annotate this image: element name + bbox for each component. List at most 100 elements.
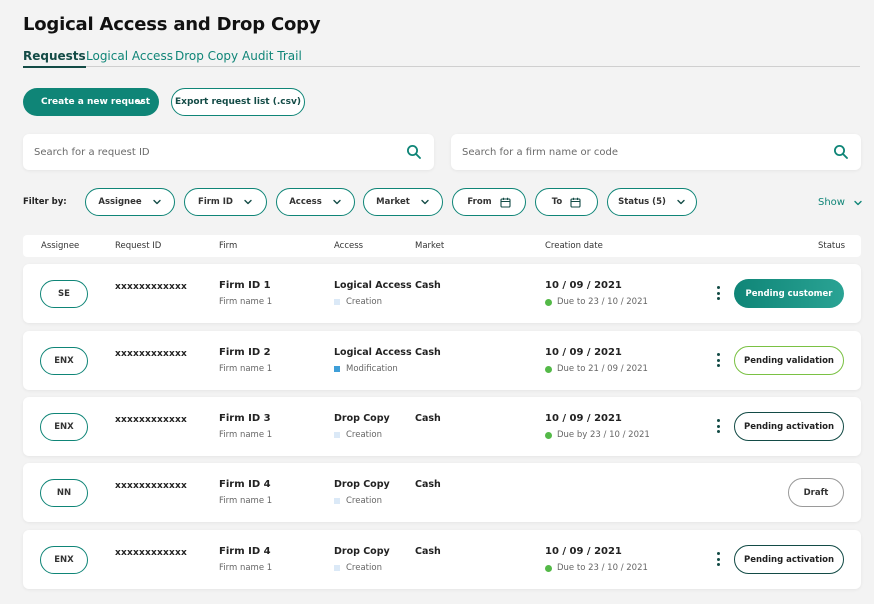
status-badge[interactable]: Pending validation — [734, 346, 844, 375]
due-date: Due to 23 / 10 / 2021 — [545, 297, 648, 307]
request-id: xxxxxxxxxxxx — [115, 548, 188, 558]
table-header: Assignee Request ID Firm Access Market C… — [23, 235, 861, 257]
due-status-dot — [545, 564, 552, 572]
chevron-down-icon — [244, 199, 252, 205]
search-icon[interactable] — [833, 144, 849, 160]
market: Cash — [415, 280, 441, 291]
assignee-badge[interactable]: ENX — [40, 413, 88, 441]
filter-firm-id[interactable]: Firm ID — [184, 188, 267, 216]
search-icon[interactable] — [406, 144, 422, 160]
status-badge[interactable]: Pending customer — [734, 279, 844, 308]
more-options-icon[interactable] — [716, 419, 720, 433]
column-header-market: Market — [415, 241, 445, 251]
tab-drop-copy[interactable]: Drop Copy — [175, 49, 239, 63]
more-options-icon[interactable] — [716, 552, 720, 566]
export-request-list-label: Export request list (.csv) — [175, 97, 301, 107]
due-status-dot — [545, 431, 552, 439]
table-row[interactable]: NN xxxxxxxxxxxx Firm ID 4 Firm name 1 Dr… — [23, 463, 861, 522]
filter-label: Market — [376, 197, 410, 207]
market: Cash — [415, 413, 441, 424]
tab-requests[interactable]: Requests — [23, 49, 86, 68]
market: Cash — [415, 479, 441, 490]
export-request-list-button[interactable]: Export request list (.csv) — [171, 88, 305, 116]
firm-id: Firm ID 2 — [219, 347, 271, 358]
assignee-badge[interactable]: ENX — [40, 347, 88, 375]
access-name: Drop Copy — [334, 479, 390, 490]
column-header-creation-date: Creation date — [545, 241, 603, 251]
table-row[interactable]: SE xxxxxxxxxxxx Firm ID 1 Firm name 1 Lo… — [23, 264, 861, 323]
firm-search-box — [451, 134, 861, 170]
request-search-input[interactable] — [34, 143, 374, 161]
filter-market[interactable]: Market — [363, 188, 443, 216]
due-date: Due to 21 / 09 / 2021 — [545, 364, 648, 374]
market: Cash — [415, 347, 441, 358]
request-id: xxxxxxxxxxxx — [115, 349, 188, 359]
request-id: xxxxxxxxxxxx — [115, 415, 188, 425]
access-type: Creation — [334, 430, 382, 440]
filter-status[interactable]: Status (5) — [607, 188, 697, 216]
filter-from-date[interactable]: From — [452, 188, 526, 216]
firm-name: Firm name 1 — [219, 430, 273, 440]
creation-marker — [334, 432, 340, 438]
tab-audit-trail[interactable]: Audit Trail — [242, 49, 302, 63]
tab-logical-access[interactable]: Logical Access — [86, 49, 173, 63]
more-options-icon[interactable] — [716, 353, 720, 367]
status-badge[interactable]: Pending activation — [734, 545, 844, 574]
request-search-box — [23, 134, 434, 170]
chevron-down-icon — [152, 199, 161, 205]
column-header-status: Status — [818, 241, 846, 251]
filter-label: Firm ID — [198, 197, 233, 207]
assignee-badge[interactable]: NN — [40, 479, 88, 507]
access-type-label: Creation — [346, 430, 382, 440]
firm-name: Firm name 1 — [219, 496, 273, 506]
chevron-down-icon — [677, 199, 685, 205]
firm-search-input[interactable] — [462, 143, 802, 161]
request-id: xxxxxxxxxxxx — [115, 282, 188, 292]
access-type-label: Creation — [346, 563, 382, 573]
due-date-label: Due to 21 / 09 / 2021 — [557, 364, 648, 374]
firm-name: Firm name 1 — [219, 364, 273, 374]
chevron-down-icon — [421, 199, 429, 205]
firm-id: Firm ID 1 — [219, 280, 271, 291]
table-row[interactable]: ENX xxxxxxxxxxxx Firm ID 2 Firm name 1 L… — [23, 331, 861, 390]
filter-by-label: Filter by: — [23, 197, 67, 207]
access-name: Drop Copy — [334, 546, 390, 557]
create-request-button[interactable]: Create a new request — [23, 88, 159, 116]
access-type: Modification — [334, 364, 398, 374]
show-toggle[interactable]: Show — [818, 197, 863, 208]
assignee-badge[interactable]: SE — [40, 280, 88, 308]
status-badge[interactable]: Pending activation — [734, 412, 844, 441]
filter-label: Status (5) — [618, 197, 666, 207]
request-id: xxxxxxxxxxxx — [115, 481, 188, 491]
due-date-label: Due to 23 / 10 / 2021 — [557, 297, 648, 307]
due-date-label: Due by 23 / 10 / 2021 — [557, 430, 650, 440]
access-type: Creation — [334, 563, 382, 573]
due-status-dot — [545, 365, 552, 373]
column-header-assignee: Assignee — [41, 241, 80, 251]
more-options-icon[interactable] — [716, 286, 720, 300]
access-name: Logical Access — [334, 347, 412, 358]
filter-label: Assignee — [98, 197, 142, 207]
calendar-icon — [570, 197, 581, 208]
creation-date: 10 / 09 / 2021 — [545, 347, 622, 358]
status-badge[interactable]: Draft — [788, 478, 844, 507]
chevron-down-icon — [136, 99, 144, 105]
creation-date: 10 / 09 / 2021 — [545, 413, 622, 424]
table-row[interactable]: ENX xxxxxxxxxxxx Firm ID 4 Firm name 1 D… — [23, 530, 861, 589]
column-header-access: Access — [334, 241, 364, 251]
chevron-down-icon — [333, 199, 341, 205]
filter-to-date[interactable]: To — [535, 188, 598, 216]
assignee-badge[interactable]: ENX — [40, 546, 88, 574]
filter-access[interactable]: Access — [276, 188, 355, 216]
show-label: Show — [818, 197, 845, 208]
table-row[interactable]: ENX xxxxxxxxxxxx Firm ID 3 Firm name 1 D… — [23, 397, 861, 456]
filter-label: Access — [289, 197, 322, 207]
due-date: Due by 23 / 10 / 2021 — [545, 430, 650, 440]
chevron-down-icon — [854, 200, 862, 205]
creation-date: 10 / 09 / 2021 — [545, 546, 622, 557]
filter-assignee[interactable]: Assignee — [85, 188, 175, 216]
creation-marker — [334, 565, 340, 571]
access-type: Creation — [334, 496, 382, 506]
creation-marker — [334, 299, 340, 305]
filter-label: From — [467, 197, 492, 207]
